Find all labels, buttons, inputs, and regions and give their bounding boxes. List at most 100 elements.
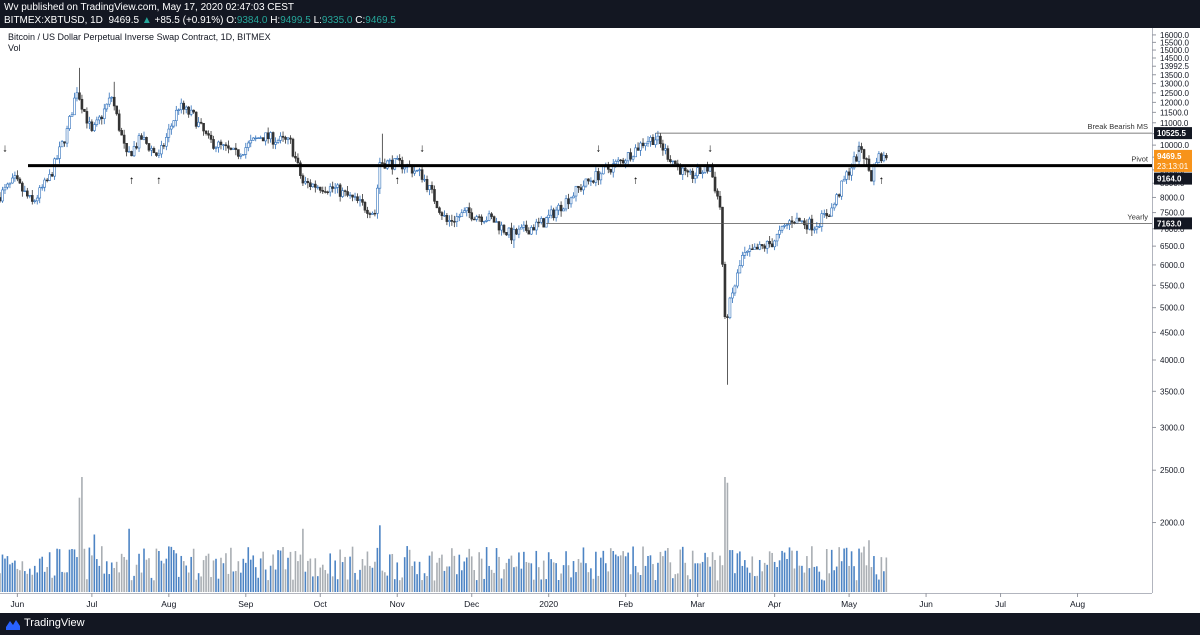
volume-bar [798, 565, 801, 592]
volume-bar [165, 558, 168, 592]
chart-area[interactable]: Bitcoin / US Dollar Perpetual Inverse Sw… [0, 28, 1200, 613]
level-price-badge [1154, 172, 1192, 185]
candle-body [150, 148, 153, 151]
volume-bar [855, 580, 858, 592]
volume-bar [96, 559, 98, 592]
volume-bar [46, 566, 48, 592]
volume-bar [24, 571, 26, 592]
volume-bar [423, 573, 426, 592]
volume-bar [113, 567, 116, 592]
candle-body [587, 178, 590, 182]
volume-bar [600, 557, 602, 592]
candle-body [728, 297, 732, 318]
volume-bar [418, 561, 421, 592]
volume-bar [781, 550, 783, 592]
volume-bar [339, 549, 341, 592]
candle-body [368, 213, 372, 215]
volume-bar [4, 558, 6, 592]
candle-body [783, 225, 786, 227]
volume-bar [811, 546, 813, 592]
volume-bar [16, 568, 19, 592]
volume-bar [768, 551, 771, 592]
volume-bar [336, 579, 339, 592]
volume-bar [58, 549, 61, 592]
candle-body [192, 109, 195, 113]
volume-bar [14, 560, 16, 592]
volume-bar [145, 559, 148, 592]
volume-bar [716, 580, 719, 592]
candle-body [780, 226, 784, 231]
candle-body [837, 194, 841, 197]
volume-bar [73, 549, 76, 592]
volume-bar [197, 573, 200, 592]
volume-bar [689, 579, 692, 592]
candle-body [736, 272, 739, 287]
candle-body [862, 149, 866, 159]
candle-body [485, 219, 488, 222]
candle-body [602, 166, 605, 175]
candle-body [641, 142, 645, 147]
volume-bar [622, 551, 624, 592]
candle-body [746, 251, 749, 253]
candle-body [664, 148, 667, 151]
candle-body [711, 166, 714, 178]
volume-bar [873, 556, 875, 592]
volume-bar [451, 548, 453, 592]
candle-body [716, 190, 719, 197]
volume-bar [684, 562, 687, 592]
candle-body [356, 196, 359, 201]
volume-bar [31, 574, 34, 592]
candle-body [358, 199, 362, 201]
candle-body [445, 215, 449, 222]
candle-body [554, 209, 558, 219]
volume-bar [304, 571, 307, 592]
candle-body [698, 167, 702, 175]
volume-bar [711, 552, 714, 592]
volume-bar [240, 572, 242, 592]
volume-bar [460, 570, 463, 592]
candle-body [557, 204, 560, 211]
candle-body [882, 155, 886, 162]
last-price-label: 9469.5 [1157, 152, 1182, 161]
volume-bar [858, 548, 860, 592]
candle-body [455, 216, 459, 222]
candle-body [83, 108, 86, 112]
volume-bar [326, 573, 329, 592]
volume-bar [262, 551, 264, 592]
candle-body [520, 227, 523, 230]
volume-bar [719, 555, 721, 592]
volume-bar [366, 551, 369, 592]
candle-body [40, 186, 44, 189]
candle-body [269, 132, 272, 140]
candle-body [107, 97, 111, 105]
candle-body [723, 264, 727, 318]
volume-bar [761, 571, 764, 592]
price-chart-svg[interactable]: 2000.0 2500.0 3000.0 3500.0 4000.0 4500.0 5000… [0, 28, 1200, 613]
candle-body [621, 159, 625, 164]
candle-body [718, 195, 722, 208]
price-tick-label: 6000.0 [1160, 261, 1185, 270]
candle-body [827, 215, 831, 218]
level-price-label: 7163.0 [1157, 219, 1182, 228]
volume-bar [773, 561, 776, 592]
candle-body [768, 241, 771, 245]
volume-bar [384, 572, 386, 592]
candle-body [323, 191, 327, 193]
volume-bar [309, 558, 312, 592]
volume-bar [403, 557, 406, 592]
volume-bar [172, 550, 175, 592]
volume-bar [818, 571, 821, 592]
candle-body [661, 143, 665, 151]
volume-bar [316, 576, 319, 592]
volume-bar [369, 565, 371, 592]
candle-body [112, 96, 116, 107]
candle-body [105, 103, 109, 110]
volume-bar [406, 546, 408, 592]
candle-body [750, 248, 754, 250]
price-tick-label: 15500.0 [1160, 38, 1189, 47]
volume-bar [237, 561, 240, 592]
price-tick-label: 2500.0 [1160, 466, 1185, 475]
candle-body [336, 184, 339, 188]
time-tick-label: 2020 [539, 599, 558, 609]
candle-body [361, 199, 364, 203]
